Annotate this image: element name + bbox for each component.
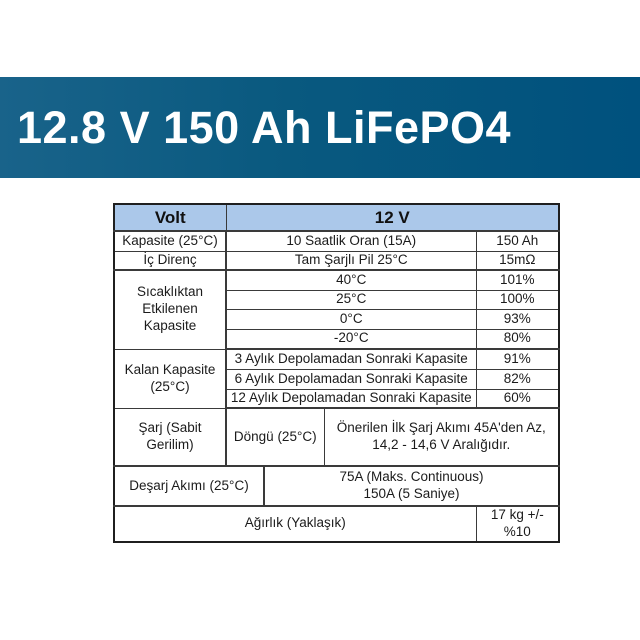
storage-condition: 6 Aylık Depolamadan Sonraki Kapasite: [225, 368, 477, 390]
charge-mode: Döngü (25°C): [225, 407, 325, 467]
discharge-value-line2: 150A (5 Saniye): [363, 486, 460, 501]
resistance-label: İç Direnç: [113, 250, 227, 271]
capacity-label: Kapasite (25°C): [113, 230, 227, 252]
header-volt: Volt: [113, 203, 227, 232]
table-row: Deşarj Akımı (25°C) 75A (Maks. Continuou…: [113, 465, 560, 507]
temp-value: 93%: [475, 308, 560, 330]
temp-condition: 40°C: [225, 269, 477, 291]
capacity-value: 150 Ah: [475, 230, 560, 252]
discharge-value-line1: 75A (Maks. Continuous): [339, 469, 484, 485]
capacity-condition: 10 Saatlik Oran (15A): [225, 230, 477, 252]
table-row: Şarj (Sabit Gerilim) Döngü (25°C) Öneril…: [113, 407, 560, 467]
battery-spec-table: Volt 12 V Kapasite (25°C) 10 Saatlik Ora…: [113, 203, 561, 543]
resistance-condition: Tam Şarjlı Pil 25°C: [225, 250, 477, 271]
table-row: Kapasite (25°C) 10 Saatlik Oran (15A) 15…: [113, 230, 560, 252]
temp-value: 101%: [475, 269, 560, 291]
temperature-group-label: Sıcaklıktan Etkilenen Kapasite: [113, 269, 227, 350]
discharge-value: 75A (Maks. Continuous) 150A (5 Saniye): [263, 465, 560, 507]
spec-table-container: Volt 12 V Kapasite (25°C) 10 Saatlik Ora…: [113, 203, 561, 543]
table-row: İç Direnç Tam Şarjlı Pil 25°C 15mΩ: [113, 250, 560, 271]
charge-note: Önerilen İlk Şarj Akımı 45A'den Az, 14,2…: [323, 407, 560, 467]
storage-value: 60%: [475, 388, 560, 409]
discharge-label: Deşarj Akımı (25°C): [113, 465, 265, 507]
table-row: 12 Aylık Depolamadan Sonraki Kapasite 60…: [114, 388, 560, 409]
storage-value: 82%: [475, 368, 560, 390]
charge-label: Şarj (Sabit Gerilim): [113, 407, 227, 467]
table-row: Volt 12 V: [113, 203, 560, 232]
weight-value: 17 kg +/- %10: [475, 505, 560, 543]
table-row: Ağırlık (Yaklaşık) 17 kg +/- %10: [113, 505, 560, 543]
weight-label: Ağırlık (Yaklaşık): [113, 505, 477, 543]
header-voltage-value: 12 V: [225, 203, 560, 232]
storage-condition: 3 Aylık Depolamadan Sonraki Kapasite: [225, 348, 477, 370]
table-row: Kalan Kapasite (25°C) 3 Aylık Depolamada…: [113, 348, 560, 409]
title-banner: 12.8 V 150 Ah LiFePO4: [0, 77, 640, 178]
storage-group-label: Kalan Kapasite (25°C): [113, 348, 227, 409]
page-title: 12.8 V 150 Ah LiFePO4: [17, 101, 512, 153]
temp-value: 100%: [475, 289, 560, 310]
resistance-value: 15mΩ: [475, 250, 560, 271]
table-row: -20°C 80%: [114, 328, 560, 350]
temp-value: 80%: [475, 328, 560, 350]
storage-condition: 12 Aylık Depolamadan Sonraki Kapasite: [225, 388, 477, 409]
temp-condition: 25°C: [225, 289, 477, 310]
temp-condition: 0°C: [225, 308, 477, 330]
temp-condition: -20°C: [225, 328, 477, 350]
storage-value: 91%: [475, 348, 560, 370]
table-row: Sıcaklıktan Etkilenen Kapasite 40°C 101%: [113, 269, 560, 350]
